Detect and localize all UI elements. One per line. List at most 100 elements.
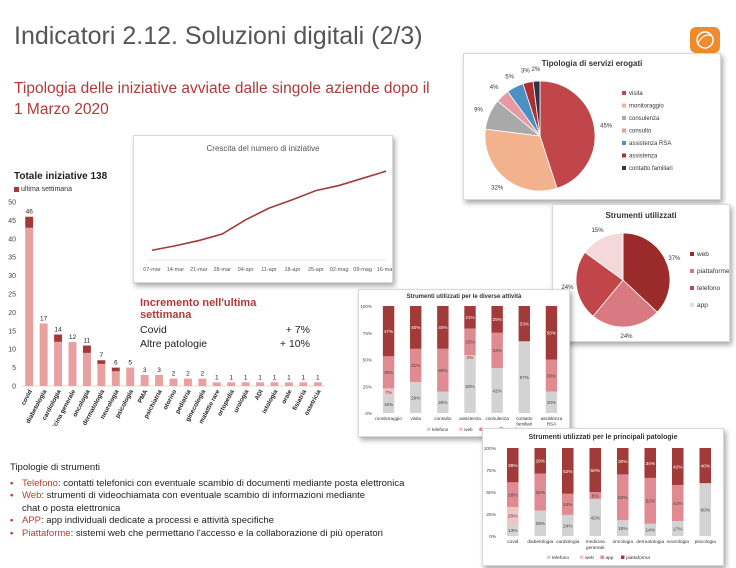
bar-segment: [534, 473, 547, 511]
y-tick-label: 0%: [489, 534, 497, 540]
data-label: 33%: [520, 321, 529, 326]
data-label: 40%: [438, 325, 447, 330]
y-tick-label: 10: [8, 347, 16, 354]
strumenti-title: Strumenti utilizzati: [605, 211, 677, 220]
patologie-title: Strumenti utilizzati per le principali p…: [528, 434, 678, 441]
crescita-title: Crescita del numero di iniziative: [206, 144, 320, 153]
bar-segment: [410, 348, 422, 382]
category-label: psicologia: [695, 539, 717, 545]
legend-label: monitoraggio: [629, 104, 664, 110]
category-label: cardiologia: [556, 539, 580, 545]
data-label: 1: [258, 374, 262, 381]
slice-label: 45%: [600, 124, 613, 130]
data-label: 25%: [493, 317, 502, 322]
bar-segment: [561, 448, 574, 494]
data-label: 5: [128, 360, 132, 367]
increment-label: Altre patologie: [140, 338, 208, 350]
list-item: • Web: strumenti di videochiamata con eve…: [10, 490, 480, 515]
data-label: 20%: [547, 400, 556, 405]
bar-segment: [464, 328, 476, 356]
y-tick-label: 25%: [486, 512, 496, 518]
category-label: RSA: [547, 422, 557, 427]
y-tick-label: 25: [8, 292, 16, 299]
category-label: generale: [586, 545, 605, 551]
y-tick-label: 0: [12, 384, 16, 391]
legend-swatch: [690, 269, 694, 273]
totale-legend: ultima settimana: [14, 186, 72, 193]
data-label: 3: [157, 367, 161, 374]
data-label: 40%: [411, 325, 420, 330]
data-label: 24%: [563, 523, 573, 529]
bar-segment: [464, 306, 476, 329]
data-label: 42%: [493, 388, 502, 393]
data-label: 42%: [673, 464, 683, 470]
bar-segment: [382, 395, 395, 413]
category-label: consulenza: [486, 416, 510, 421]
list-item: • APP: app individuali dedicate a process…: [10, 515, 480, 528]
y-tick-label: 35: [8, 255, 16, 262]
bar-segment: [506, 482, 519, 507]
y-tick-label: 40: [8, 236, 16, 243]
bar-segment: [699, 483, 712, 536]
servizi-panel: Tipologia di servizi erogati 45% 32% 9% 4% 5…: [463, 53, 721, 200]
data-label: 24%: [563, 502, 573, 508]
category-label: covid: [20, 389, 34, 407]
slice-label: 32%: [491, 186, 504, 192]
bar-segment: [644, 448, 657, 478]
category-label: contatto: [516, 416, 533, 421]
category-label: orale: [280, 388, 293, 405]
bar: [39, 323, 48, 386]
data-label: 30%: [547, 373, 556, 378]
bar-segment: [534, 448, 547, 474]
bar: [111, 371, 120, 386]
crescita-svg: 07-mar 14-mar 21-mar 28-mar 04-apr 11-apr 18-a…: [143, 170, 392, 273]
data-label: 2: [201, 371, 205, 378]
item-key: APP: [22, 515, 42, 526]
data-label: 42%: [590, 515, 600, 521]
data-label: 50%: [465, 384, 474, 389]
bar: [270, 382, 279, 386]
data-label: 30%: [384, 370, 393, 375]
data-label: 1: [287, 374, 291, 381]
slice-label: 3%: [521, 69, 530, 75]
bullet-icon: •: [10, 515, 14, 526]
data-label: 14%: [645, 528, 655, 534]
legend-label: telefono: [697, 285, 721, 292]
data-label: 40%: [700, 464, 710, 470]
item-key: Piattaforme: [22, 527, 71, 539]
bar: [212, 382, 221, 386]
bar-segment: [561, 514, 574, 536]
logo-mark: [696, 31, 714, 49]
bar-segment: [644, 523, 657, 536]
x-tick-label: 07-mar: [143, 267, 161, 273]
legend-swatch: [622, 116, 626, 120]
bar-segment: [97, 360, 106, 364]
bullet-icon: •: [10, 477, 14, 489]
totale-title: Totale iniziative 138: [14, 171, 108, 182]
page-subtitle: Tipologia delle iniziative avviate dalle…: [14, 80, 430, 118]
bar: [155, 374, 164, 386]
bar-segment: [491, 368, 503, 413]
x-tick-label: 11-apr: [261, 267, 277, 273]
bar: [140, 374, 149, 386]
bar-segment: [616, 520, 629, 536]
bar-segment: [589, 448, 602, 492]
y-tick-label: 25%: [363, 384, 372, 389]
legend-swatch: [579, 555, 584, 559]
bar: [169, 378, 178, 386]
y-tick-label: 100%: [484, 446, 497, 452]
legend-label: telefono: [552, 555, 569, 561]
data-label: 1: [273, 374, 277, 381]
bar-segment: [410, 306, 422, 349]
data-label: 1: [215, 374, 219, 381]
pie-slice: [575, 251, 624, 317]
data-label: 52%: [645, 499, 655, 505]
data-label: 2: [172, 371, 176, 378]
category-label: monitoraggio: [375, 416, 402, 421]
x-tick-label: 25-apr: [308, 267, 324, 273]
bar: [82, 352, 91, 386]
data-label: 67%: [520, 375, 529, 380]
legend-label: assistenza RSA: [629, 141, 671, 147]
legend-label: piattaforma: [626, 555, 650, 561]
legend-swatch: [600, 555, 604, 559]
